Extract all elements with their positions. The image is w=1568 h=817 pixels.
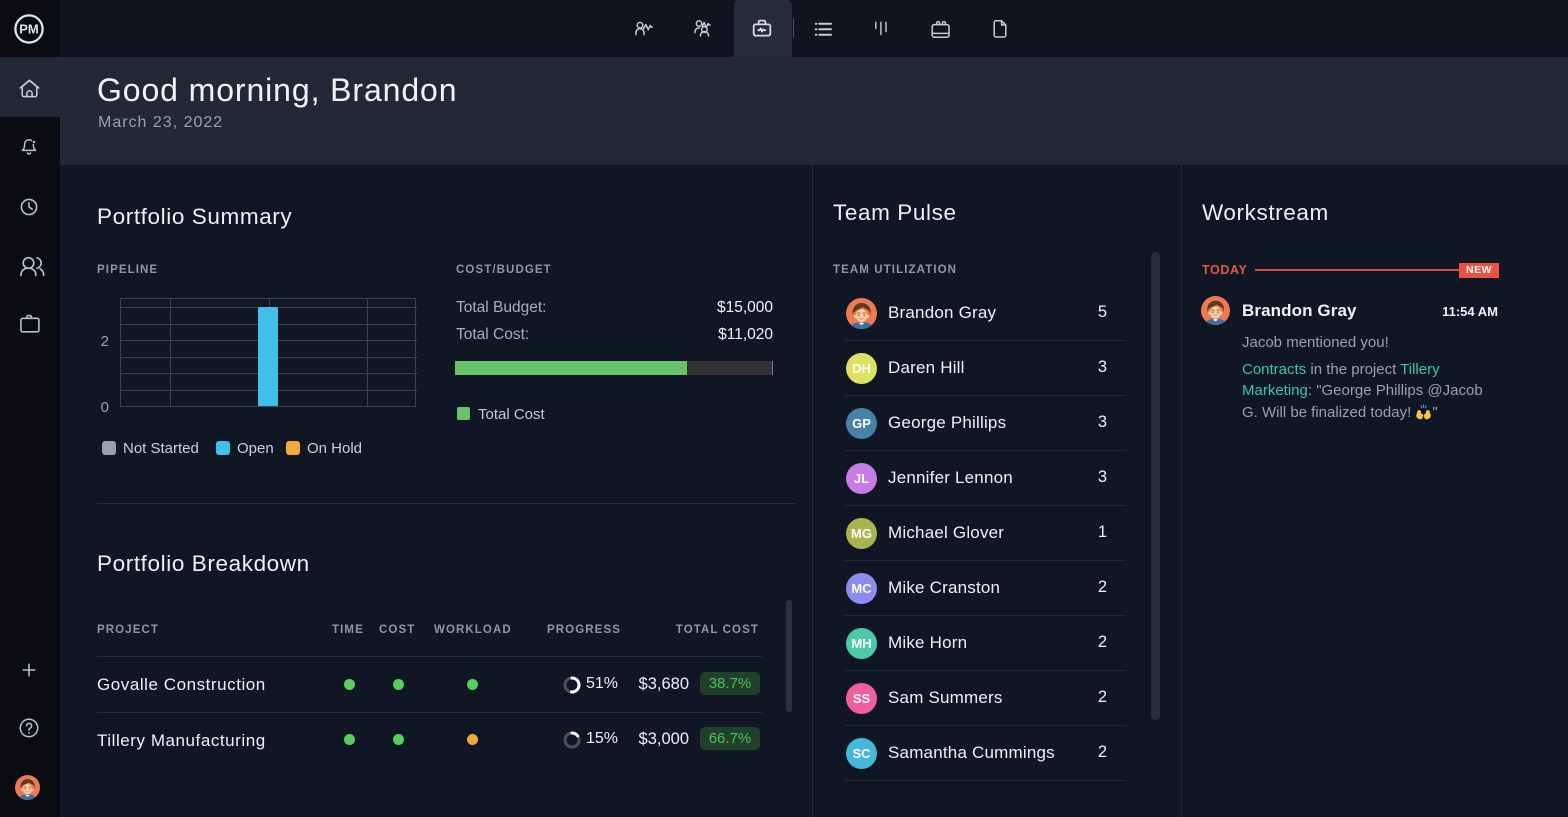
svg-text:PM: PM: [19, 21, 39, 36]
